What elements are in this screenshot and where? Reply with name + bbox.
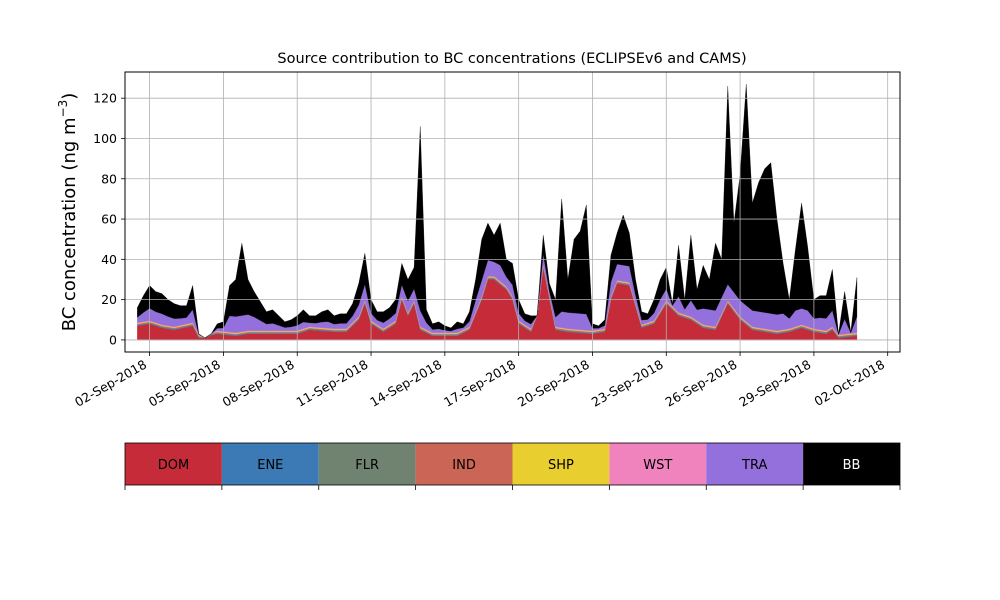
legend-swatch-shp — [512, 443, 610, 485]
x-tick-label: 17-Sep-2018 — [441, 357, 518, 410]
x-tick-label: 02-Oct-2018 — [812, 357, 888, 409]
y-tick-label: 100 — [93, 131, 117, 146]
y-gridlines — [125, 97, 900, 341]
y-tick-label: 20 — [101, 292, 117, 307]
legend-label-ene: ENE — [257, 458, 283, 473]
plot-frame — [124, 71, 901, 353]
y-tick-label: 60 — [101, 212, 117, 227]
legend-swatch-tra — [706, 443, 804, 485]
x-tick-label: 26-Sep-2018 — [663, 357, 740, 410]
x-tick-label: 08-Sep-2018 — [220, 357, 297, 410]
plot-area — [124, 71, 901, 353]
area-bb — [137, 84, 858, 339]
stacked-areas — [137, 84, 858, 341]
legend-swatch-flr — [318, 443, 416, 485]
legend-label-shp: SHP — [548, 458, 574, 473]
legend-colorbar: DOM ENE FLR IND SHP WST TRA BB — [124, 442, 901, 490]
legend-label-flr: FLR — [355, 458, 379, 473]
legend-swatch-wst — [609, 443, 707, 485]
y-axis-label-superscript: −3 — [56, 100, 70, 118]
y-axis-label-main: BC concentration (ng m — [59, 117, 80, 331]
x-tick-label: 20-Sep-2018 — [515, 357, 592, 410]
y-tick-label: 40 — [101, 252, 117, 267]
chart-title: Source contribution to BC concentrations… — [277, 51, 746, 67]
x-axis-ticks: 02-Sep-201805-Sep-201808-Sep-201811-Sep-… — [72, 352, 889, 410]
x-tick-label: 02-Sep-2018 — [72, 357, 149, 410]
legend-swatch-bb — [803, 443, 900, 485]
legend-label-bb: BB — [843, 458, 861, 473]
legend-swatch-ene — [221, 443, 319, 485]
x-tick-label: 05-Sep-2018 — [146, 357, 223, 410]
x-tick-label: 29-Sep-2018 — [736, 357, 813, 410]
y-tick-label: 120 — [93, 91, 117, 106]
y-axis-label: BC concentration (ng m−3) — [56, 93, 80, 332]
legend-swatch-ind — [415, 443, 513, 485]
legend-label-wst: WST — [643, 458, 672, 473]
x-tick-label: 11-Sep-2018 — [293, 357, 370, 410]
x-gridlines — [149, 72, 889, 352]
legend-swatch-dom — [125, 443, 222, 485]
x-tick-label: 23-Sep-2018 — [589, 357, 666, 410]
y-axis-label-close: ) — [59, 93, 80, 100]
legend-label-ind: IND — [452, 458, 476, 473]
y-tick-label: 0 — [109, 332, 117, 347]
y-axis-ticks: 0 20 40 60 80 100 120 — [93, 91, 125, 347]
legend-label-tra: TRA — [741, 458, 767, 473]
legend-label-dom: DOM — [158, 458, 189, 473]
x-tick-label: 14-Sep-2018 — [367, 357, 444, 410]
y-tick-label: 80 — [101, 171, 117, 186]
